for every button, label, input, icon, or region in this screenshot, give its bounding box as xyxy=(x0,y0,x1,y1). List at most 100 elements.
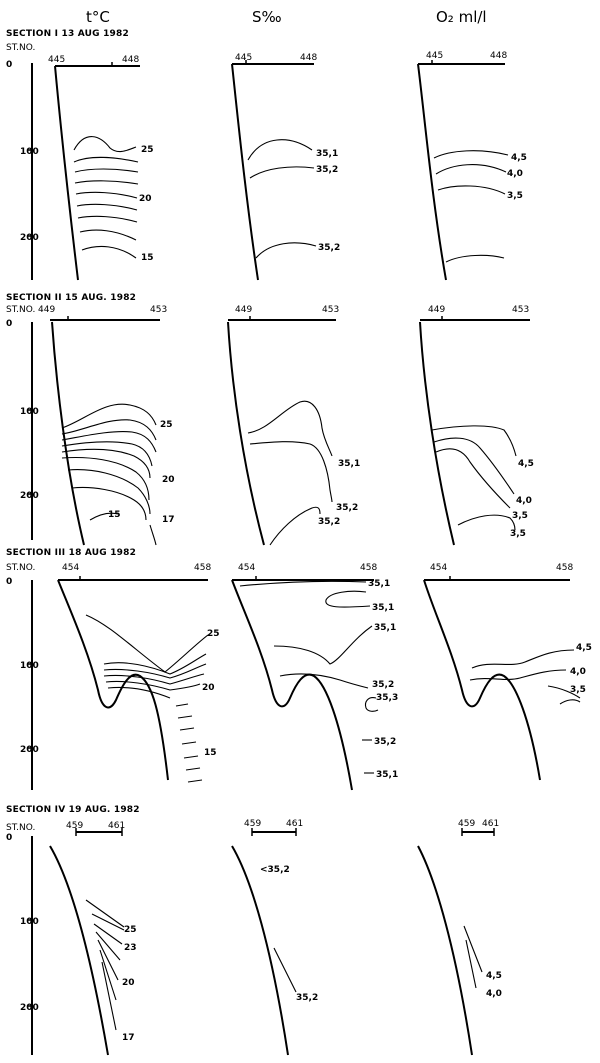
oxyline xyxy=(445,254,505,263)
isotherm xyxy=(91,913,125,931)
isotherm xyxy=(61,441,153,467)
station-end: 448 xyxy=(122,55,139,65)
isotherm xyxy=(103,653,207,675)
isotherm xyxy=(99,949,117,1001)
isohaline-35-2 xyxy=(249,441,333,503)
station-start: 445 xyxy=(48,55,65,65)
isotherm-25 xyxy=(73,136,137,153)
salinity-label: 35,3 xyxy=(376,693,398,703)
section-3-depth-200: 200 xyxy=(20,745,39,755)
station-start: 454 xyxy=(238,563,255,573)
isotherm xyxy=(61,457,150,501)
isotherm-25 xyxy=(61,403,157,429)
isotherm-dash xyxy=(181,741,197,745)
isotherm-dash xyxy=(183,755,199,759)
oxygen-label: 3,5 xyxy=(507,191,523,201)
isotherm-20 xyxy=(75,191,138,199)
section-4-oxygen-panel: 459 461 4,5 4,0 xyxy=(417,819,502,1056)
isohaline-35-2 xyxy=(273,947,297,993)
section-3-depth-100: 100 xyxy=(20,661,39,671)
section-1-title: SECTION I 13 AUG 1982 xyxy=(6,29,129,39)
salinity-label: 35,2 xyxy=(318,243,340,253)
isotherm xyxy=(61,431,157,453)
oxyline-4-5 xyxy=(471,649,575,669)
isotherm xyxy=(76,203,138,211)
oxyline-4-5 xyxy=(463,925,483,973)
temperature-label: 20 xyxy=(122,978,135,988)
oxygen-label: 4,0 xyxy=(570,667,586,677)
salinity-label: 35,2 xyxy=(336,503,358,513)
section-3: SECTION III 18 AUG 1982 ST.NO. 0 100 200… xyxy=(6,548,592,791)
station-start: 449 xyxy=(235,305,252,315)
station-end: 453 xyxy=(322,305,339,315)
oxyline-4-0 xyxy=(469,669,567,681)
isotherm-15 xyxy=(81,245,137,259)
station-start: 449 xyxy=(428,305,445,315)
salinity-label: 35,2 xyxy=(318,517,340,527)
isotherm-15 xyxy=(89,512,119,521)
section-1-depth-200: 200 xyxy=(20,233,39,243)
oxyline-4-5 xyxy=(431,425,517,457)
temperature-label: 17 xyxy=(122,1033,135,1043)
oxygen-label: 4,5 xyxy=(518,459,534,469)
isotherm-17 xyxy=(149,524,157,546)
station-end: 458 xyxy=(360,563,377,573)
oxygen-label: 4,0 xyxy=(507,169,523,179)
temperature-label: 25 xyxy=(207,629,220,639)
section-2-title: SECTION II 15 AUG. 1982 xyxy=(6,293,136,303)
station-start: 459 xyxy=(244,819,261,829)
isotherm xyxy=(77,215,138,223)
station-end: 461 xyxy=(286,819,303,829)
isohaline-35-2 xyxy=(255,242,317,259)
salinity-label: 35,2 xyxy=(374,737,396,747)
temperature-label: 17 xyxy=(162,515,175,525)
station-start: 454 xyxy=(430,563,447,573)
section-2-depth-100: 100 xyxy=(20,407,39,417)
bottom-profile xyxy=(423,579,541,781)
bottom-profile xyxy=(51,321,85,546)
isotherm xyxy=(107,686,171,699)
salinity-label: <35,2 xyxy=(260,865,290,875)
section-1-station-label: ST.NO. xyxy=(6,43,35,53)
oxyline-3-5 xyxy=(559,699,581,705)
station-start: 449 xyxy=(38,305,55,315)
station-start: 445 xyxy=(235,53,252,63)
bottom-profile xyxy=(54,65,79,281)
temperature-label: 25 xyxy=(160,420,173,430)
isohaline-35-3 xyxy=(364,697,379,712)
bottom-profile xyxy=(419,321,455,546)
bottom-profile xyxy=(417,63,447,281)
section-3-temperature-panel: 454 458 25 20 15 xyxy=(57,563,220,783)
oxyline-3-5 xyxy=(435,448,511,509)
isotherm xyxy=(79,229,137,241)
oxygen-label: 3,5 xyxy=(510,529,526,539)
section-4-station-label: ST.NO. xyxy=(6,823,35,833)
station-end: 458 xyxy=(556,563,573,573)
temperature-label: 20 xyxy=(162,475,175,485)
temperature-label: 15 xyxy=(108,510,121,520)
isohaline-35-1 xyxy=(273,625,373,665)
temperature-label: 20 xyxy=(139,194,152,204)
bottom-profile xyxy=(231,845,289,1056)
section-2: SECTION II 15 AUG. 1982 ST.NO. 0 100 200… xyxy=(6,293,534,546)
bottom-profile xyxy=(49,845,109,1056)
station-start: 454 xyxy=(62,563,79,573)
oxygen-label: 4,0 xyxy=(516,496,532,506)
section-4-depth-0: 0 xyxy=(6,833,12,843)
oxygen-label: 4,5 xyxy=(486,971,502,981)
isohaline-35-1 xyxy=(247,139,313,161)
isotherm-dash xyxy=(179,727,195,731)
section-1-depth-100: 100 xyxy=(20,147,39,157)
bottom-profile xyxy=(417,845,473,1056)
salinity-label: 35,2 xyxy=(372,680,394,690)
isotherm-dash xyxy=(175,703,189,707)
isohaline-35-1 xyxy=(239,580,367,587)
station-end: 461 xyxy=(482,819,499,829)
section-4-depth-200: 200 xyxy=(20,1003,39,1013)
isotherm xyxy=(73,156,139,163)
section-2-depth-200: 200 xyxy=(20,491,39,501)
section-4-title: SECTION IV 19 AUG. 1982 xyxy=(6,805,140,815)
section-4-salinity-panel: 459 461 <35,2 35,2 xyxy=(231,819,318,1056)
isotherm xyxy=(103,663,207,679)
